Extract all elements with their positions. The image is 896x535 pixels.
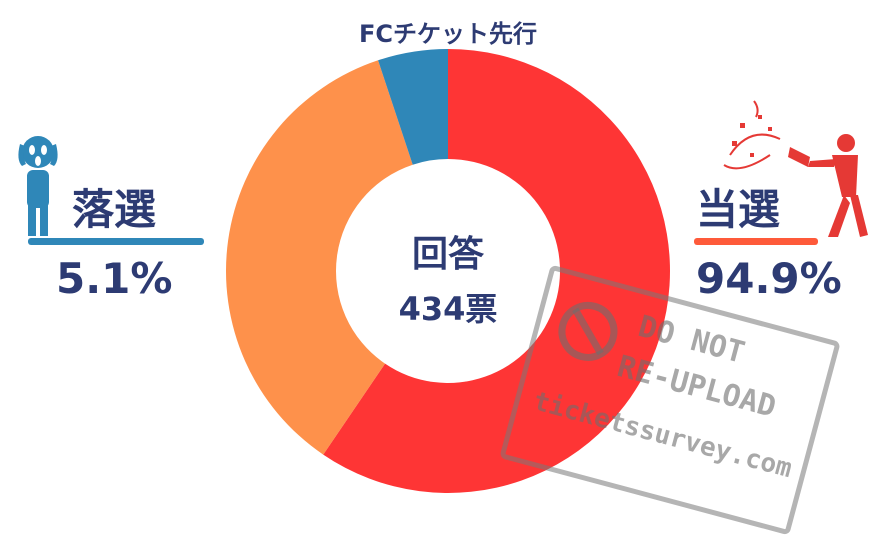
lost-percent: 5.1% [56, 254, 173, 303]
won-label: 当選 [696, 185, 781, 234]
won-underline [694, 238, 818, 245]
prohibited-icon [558, 301, 618, 361]
lost-label: 落選 [72, 185, 157, 234]
donut-chart [226, 49, 671, 494]
party-popper-person-icon [723, 100, 868, 237]
watermark-stamp: DO NOT RE-UPLOAD ticketssurvey.com [499, 264, 841, 535]
lost-underline [28, 238, 204, 245]
chart-canvas: FCチケット先行 回答 434票 落選 5.1% 当選 94. [18, 20, 868, 535]
chart-title: FCチケット先行 [358, 20, 537, 48]
donut-slice-2 [378, 49, 448, 165]
donut-slice-1 [226, 60, 413, 455]
donut-slice-0 [323, 49, 671, 494]
center-answer-label: 回答 [411, 234, 484, 275]
won-percent: 94.9% [696, 254, 842, 303]
center-vote-count: 434票 [398, 290, 498, 328]
scream-person-icon [18, 136, 58, 236]
